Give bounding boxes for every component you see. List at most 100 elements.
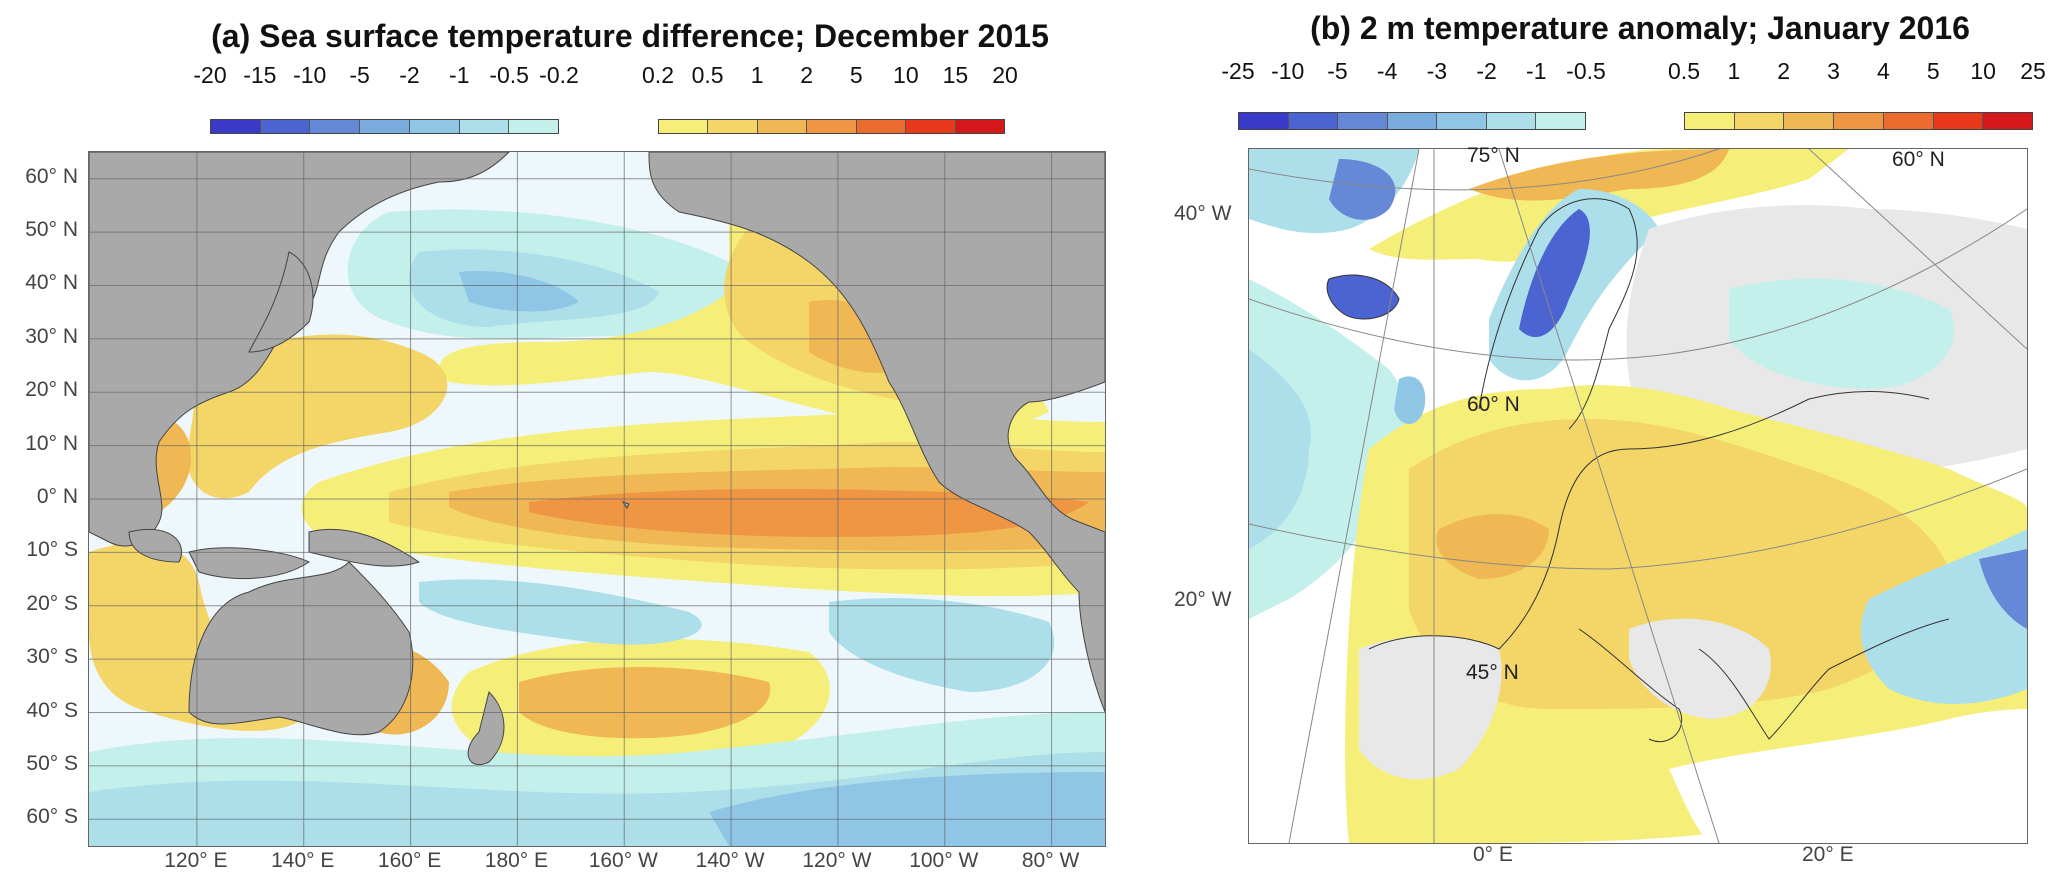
land-australia bbox=[188, 561, 414, 736]
x-tick-label: 120° W bbox=[802, 849, 872, 872]
x-tick-label: 160° W bbox=[588, 849, 658, 872]
graticule bbox=[1249, 149, 2027, 843]
colorbar-bin bbox=[310, 120, 361, 133]
colorbar-bin bbox=[1734, 113, 1785, 129]
colorbar-tick-label: 5 bbox=[849, 62, 863, 88]
colorbar-tick-label: -10 bbox=[1271, 58, 1305, 84]
colorbar-bin bbox=[260, 120, 311, 133]
colorbar-tick-label: -20 bbox=[193, 62, 227, 88]
colorbar-tick-label: -1 bbox=[1526, 58, 1547, 84]
panel-a-gridlines bbox=[89, 152, 1105, 846]
y-tick-label: 30° S bbox=[26, 645, 78, 669]
colorbar-tick-label: 2 bbox=[800, 62, 814, 88]
colorbar-bin bbox=[708, 120, 758, 133]
colorbar-bin bbox=[807, 120, 857, 133]
x-tick-label: 140° W bbox=[695, 849, 765, 872]
coastline-scandinavia bbox=[1478, 198, 1638, 430]
anomaly-region-cold-southern-ocean-deep bbox=[709, 772, 1105, 846]
colorbar-tick-label: -2 bbox=[399, 62, 420, 88]
panel-b-label-0e: 0° E bbox=[1473, 843, 1513, 866]
colorbar-bin bbox=[856, 120, 907, 133]
colorbar-tick-label: 4 bbox=[1877, 58, 1890, 84]
colorbar-tick-label: 0.5 bbox=[691, 62, 724, 88]
anomaly-region-cold-uk bbox=[1394, 376, 1426, 424]
colorbar-bin bbox=[409, 120, 460, 133]
colorbar-bin bbox=[1883, 113, 1934, 129]
colorbar-tick-label: -5 bbox=[349, 62, 370, 88]
panel-b-label-20e: 20° E bbox=[1802, 843, 1854, 866]
graticule-20e bbox=[1498, 149, 1720, 843]
t2m-anomaly-field bbox=[1249, 149, 2027, 843]
colorbar-tick-label: -25 bbox=[1221, 58, 1255, 84]
anomaly-region-cold-russia bbox=[1729, 278, 1955, 389]
panel-a-colorbar-negative bbox=[210, 119, 559, 134]
land-north-america bbox=[648, 152, 1105, 713]
panel-b-label-40w: 40° W bbox=[1174, 202, 1232, 225]
colorbar-tick-label: -10 bbox=[293, 62, 327, 88]
anomaly-region-cold-atlantic bbox=[1249, 279, 1408, 619]
anomaly-region-cold-north-pacific-deep bbox=[459, 271, 579, 312]
colorbar-bin bbox=[1437, 113, 1487, 129]
colorbar-tick-label: 0.5 bbox=[1668, 58, 1700, 84]
panel-a-colorbar-positive bbox=[658, 119, 1005, 134]
ocean-neutral-mediterranean bbox=[1669, 709, 2027, 843]
colorbar-tick-label: -0.5 bbox=[489, 62, 529, 88]
colorbar-bin bbox=[906, 120, 956, 133]
anomaly-region-cold-greenland-core bbox=[1329, 159, 1396, 220]
y-tick-label: 40° S bbox=[26, 698, 78, 722]
colorbar-tick-label: -0.2 bbox=[539, 62, 579, 88]
y-tick-label: 50° S bbox=[26, 751, 78, 775]
coastline-europe bbox=[1368, 391, 1930, 650]
panel-a-map bbox=[88, 151, 1106, 847]
anomaly-region-cold-iceland bbox=[1327, 275, 1399, 319]
colorbar-bin bbox=[459, 120, 510, 133]
colorbar-tick-label: -2 bbox=[1476, 58, 1497, 84]
colorbar-bin bbox=[955, 120, 1004, 133]
y-tick-label: 20° N bbox=[25, 378, 78, 402]
coastline-italy bbox=[1578, 628, 1683, 743]
graticule-75n bbox=[1249, 149, 1720, 191]
colorbar-tick-label: -3 bbox=[1426, 58, 1448, 84]
colorbar-tick-label: 10 bbox=[893, 62, 919, 88]
graticule-60n bbox=[1249, 208, 2027, 361]
anomaly-region-cold-east-south-pacific bbox=[829, 598, 1055, 692]
y-tick-label: 10° S bbox=[26, 538, 78, 562]
land-maritime-se-asia bbox=[128, 528, 421, 579]
y-tick-label: 50° N bbox=[25, 218, 78, 242]
colorbar-bin bbox=[1288, 113, 1339, 129]
colorbar-bin bbox=[757, 120, 808, 133]
panel-b-label-45n: 45° N bbox=[1466, 661, 1519, 684]
anomaly-region-warm-europe-core bbox=[1409, 419, 1949, 709]
colorbar-tick-label: -4 bbox=[1376, 58, 1398, 84]
colorbar-bin bbox=[509, 120, 559, 133]
colorbar-bin bbox=[1486, 113, 1537, 129]
land-asia bbox=[89, 152, 510, 547]
graticule-60e bbox=[1808, 149, 2027, 350]
anomaly-region-cold-turkey-core bbox=[1979, 549, 2027, 629]
panel-b-map-canvas bbox=[1249, 149, 2027, 843]
colorbar-tick-label: 2 bbox=[1777, 58, 1791, 84]
x-tick-label: 180° E bbox=[484, 849, 549, 872]
colorbar-bin bbox=[1983, 113, 2033, 129]
coastline-balkans bbox=[1698, 618, 1950, 740]
anomaly-region-cold-scandinavia-core bbox=[1519, 209, 1590, 338]
colorbar-tick-label: 20 bbox=[992, 62, 1018, 88]
y-tick-label: 20° S bbox=[26, 591, 78, 615]
colorbar-tick-label: 1 bbox=[1727, 58, 1741, 84]
colorbar-bin bbox=[1239, 113, 1289, 129]
panel-b-label-20w: 20° W bbox=[1174, 588, 1232, 611]
colorbar-tick-label: 3 bbox=[1827, 58, 1840, 84]
colorbar-bin bbox=[1387, 113, 1438, 129]
colorbar-bin bbox=[1685, 113, 1735, 129]
colorbar-tick-label: 15 bbox=[942, 62, 969, 88]
colorbar-tick-label: 0.2 bbox=[642, 62, 674, 88]
coastlines bbox=[1326, 198, 1950, 743]
y-tick-label: 40° N bbox=[25, 271, 78, 295]
panel-a-title: (a) Sea surface temperature difference; … bbox=[211, 18, 1049, 54]
x-tick-label: 160° E bbox=[377, 849, 442, 872]
colorbar-bin bbox=[1834, 113, 1884, 129]
colorbar-tick-label: 5 bbox=[1926, 58, 1940, 84]
colorbar-bin bbox=[1536, 113, 1586, 129]
colorbar-tick-label: -1 bbox=[449, 62, 470, 88]
x-tick-label: 80° W bbox=[1021, 849, 1080, 872]
